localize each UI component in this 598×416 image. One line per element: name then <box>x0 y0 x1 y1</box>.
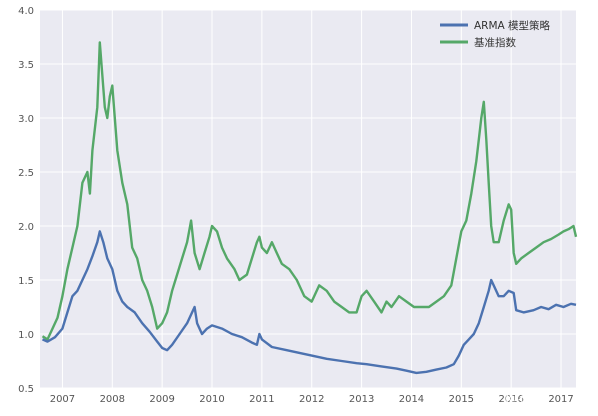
x-tick-label: 2014 <box>399 394 424 405</box>
y-tick-label: 3.5 <box>18 60 34 71</box>
x-tick-label: 2013 <box>349 394 374 405</box>
grid-lines <box>40 9 576 389</box>
x-tick-label: 2012 <box>299 394 324 405</box>
watermark-text: 知乎 @石川 <box>475 390 544 406</box>
series-line <box>41 41 578 341</box>
series-layer <box>41 41 578 375</box>
axis-tick-labels: 0.5 1.0 1.5 2.0 2.5 3.0 3.5 4.0 2007 2008 2009 2010… <box>18 6 574 405</box>
x-tick-label: 2016 <box>498 394 523 405</box>
series-line <box>42 230 577 375</box>
y-tick-label: 1.0 <box>18 330 34 341</box>
y-tick-label: 0.5 <box>18 384 34 395</box>
legend-entry-label: ARMA 模型策略 <box>474 19 551 32</box>
y-tick-label: 2.0 <box>18 222 34 233</box>
x-tick-label: 2011 <box>249 394 274 405</box>
plot-background <box>40 10 576 388</box>
y-tick-label: 1.5 <box>18 276 34 287</box>
x-tick-label: 2007 <box>50 394 75 405</box>
x-tick-label: 2017 <box>548 394 573 405</box>
x-tick-label: 2015 <box>449 394 474 405</box>
y-tick-label: 3.0 <box>18 114 34 125</box>
legend-entry-label: 基准指数 <box>474 36 516 49</box>
y-tick-label: 4.0 <box>18 6 34 17</box>
y-tick-label: 2.5 <box>18 168 34 179</box>
x-tick-label: 2009 <box>149 394 174 405</box>
x-tick-label: 2008 <box>100 394 125 405</box>
x-tick-label: 2010 <box>199 394 224 405</box>
